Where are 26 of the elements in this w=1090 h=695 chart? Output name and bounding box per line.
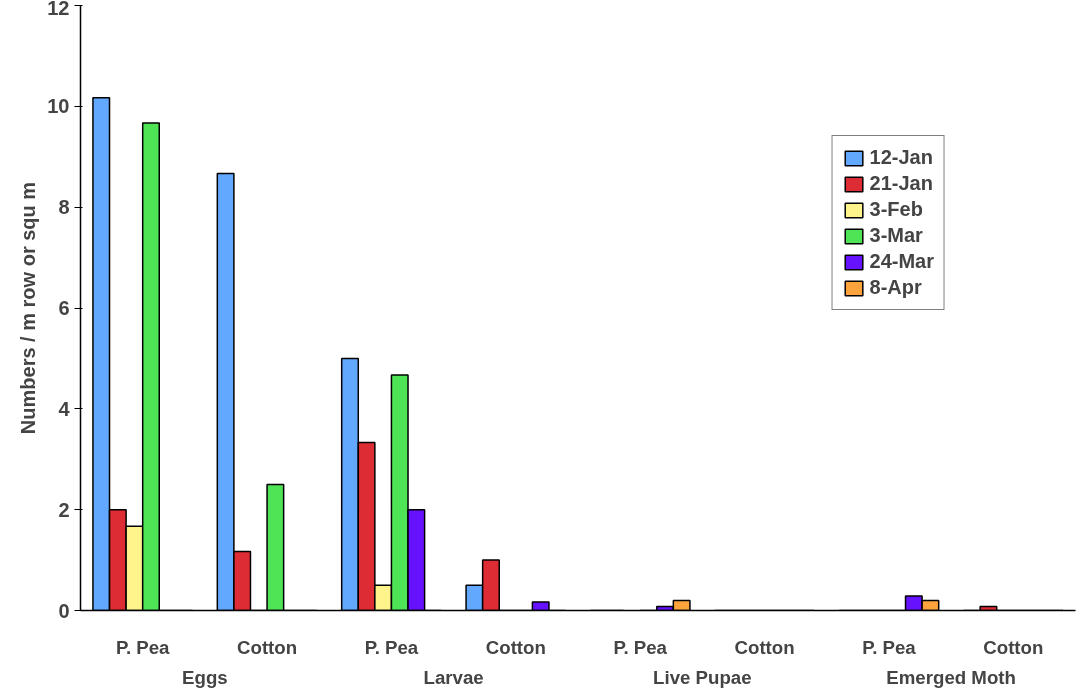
y-tick-label: 8	[58, 196, 70, 219]
x-tick-label: Cotton	[983, 636, 1044, 658]
legend-label: 12-Jan	[869, 146, 933, 169]
text: Live Pupae	[653, 666, 752, 688]
y-axis-title: Numbers / m row or squ m	[17, 181, 40, 435]
text: Larvae	[423, 666, 484, 688]
text: Emerged Moth	[886, 666, 1016, 688]
y-tick-label: 10	[47, 95, 70, 118]
x-tick-label: Cotton	[237, 636, 298, 658]
x-tick-label: Cotton	[734, 636, 795, 658]
y-tick-label: 2	[58, 498, 70, 521]
y-tick-label: 12	[47, 0, 70, 19]
legend-label: 24-Mar	[869, 250, 934, 273]
y-tick-label: 0	[58, 599, 70, 622]
legend-label: 3-Mar	[869, 224, 923, 247]
x-tick-label: P. Pea	[862, 636, 917, 658]
y-tick-label: 4	[58, 397, 71, 420]
legend-label: 21-Jan	[869, 172, 933, 195]
legend-label: 8-Apr	[869, 276, 922, 299]
x-tick-label: P. Pea	[613, 636, 668, 658]
text: Eggs	[182, 666, 228, 688]
y-tick-label: 6	[58, 297, 70, 319]
x-tick-label: P. Pea	[364, 636, 419, 658]
x-tick-label: P. Pea	[115, 636, 171, 658]
x-tick-label: Cotton	[485, 636, 546, 658]
legend-label: 3-Feb	[869, 198, 923, 221]
